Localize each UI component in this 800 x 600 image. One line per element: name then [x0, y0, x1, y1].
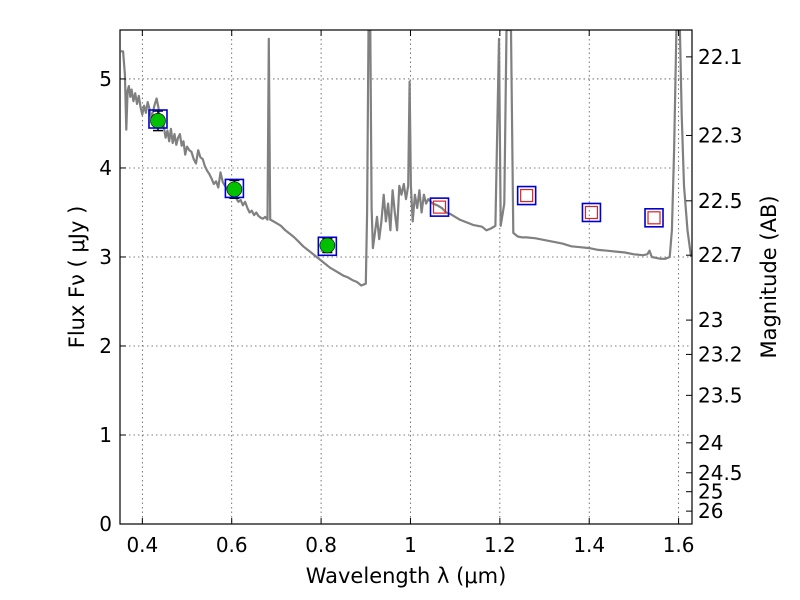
y-tick-label: 5 — [99, 67, 112, 91]
grid — [120, 30, 692, 525]
y-tick-label: 4 — [99, 156, 112, 180]
plot-area — [120, 30, 692, 287]
upper-limit-point — [584, 205, 599, 220]
observed-point — [150, 112, 166, 129]
x-tick-label: 0.6 — [216, 533, 248, 557]
y-tick-label: 0 — [99, 512, 112, 536]
y-tick-label: 3 — [99, 245, 112, 269]
model-photometry-point — [148, 109, 168, 129]
x-tick-label: 1.6 — [663, 533, 695, 557]
mag-tick-label: 23.2 — [698, 342, 743, 366]
model-photometry-point — [516, 185, 537, 206]
x-tick-label: 0.4 — [126, 533, 158, 557]
observed-point — [226, 181, 243, 198]
mag-tick-label: 26 — [698, 499, 723, 523]
plot-frame — [119, 29, 693, 525]
observed-point — [319, 237, 336, 254]
model-photometry-point — [581, 202, 602, 223]
model-photometry-point — [224, 178, 245, 199]
model-photometry-point — [644, 208, 664, 228]
mag-tick-label: 22.5 — [698, 189, 743, 213]
y-tick-label: 2 — [99, 334, 112, 358]
upper-limit-point — [647, 211, 661, 225]
x-axis-title: Wavelength λ (μm) — [306, 564, 507, 588]
x-tick-label: 1 — [404, 533, 417, 557]
mag-tick-label: 22.3 — [698, 123, 743, 147]
model-photometry-point — [317, 236, 338, 257]
y-right-axis-title: Magnitude (AB) — [757, 195, 781, 358]
mag-tick-label: 24 — [698, 431, 723, 455]
mag-tick-label: 24.5 — [698, 461, 743, 485]
y-axis-title: Flux Fν ( μJy ) — [65, 206, 89, 349]
upper-limit-point — [520, 188, 534, 203]
x-tick-label: 1.2 — [484, 533, 516, 557]
x-tick-label: 1.4 — [573, 533, 605, 557]
upper-limit-point — [432, 200, 447, 214]
mag-tick-label: 22.1 — [698, 45, 743, 69]
axes: 0.4 0.6 0.8 1 1.2 1.4 1.601234522.122.322.522.… — [99, 30, 743, 557]
x-tick-label: 0.8 — [305, 533, 337, 557]
mag-tick-label: 22.7 — [698, 243, 743, 267]
mag-tick-label: 25 — [698, 480, 723, 504]
y-tick-label: 1 — [99, 423, 112, 447]
mag-tick-label: 23.5 — [698, 383, 743, 407]
model-photometry-point — [429, 197, 450, 217]
mag-tick-label: 23 — [698, 308, 723, 332]
sed-model-line — [120, 30, 692, 287]
